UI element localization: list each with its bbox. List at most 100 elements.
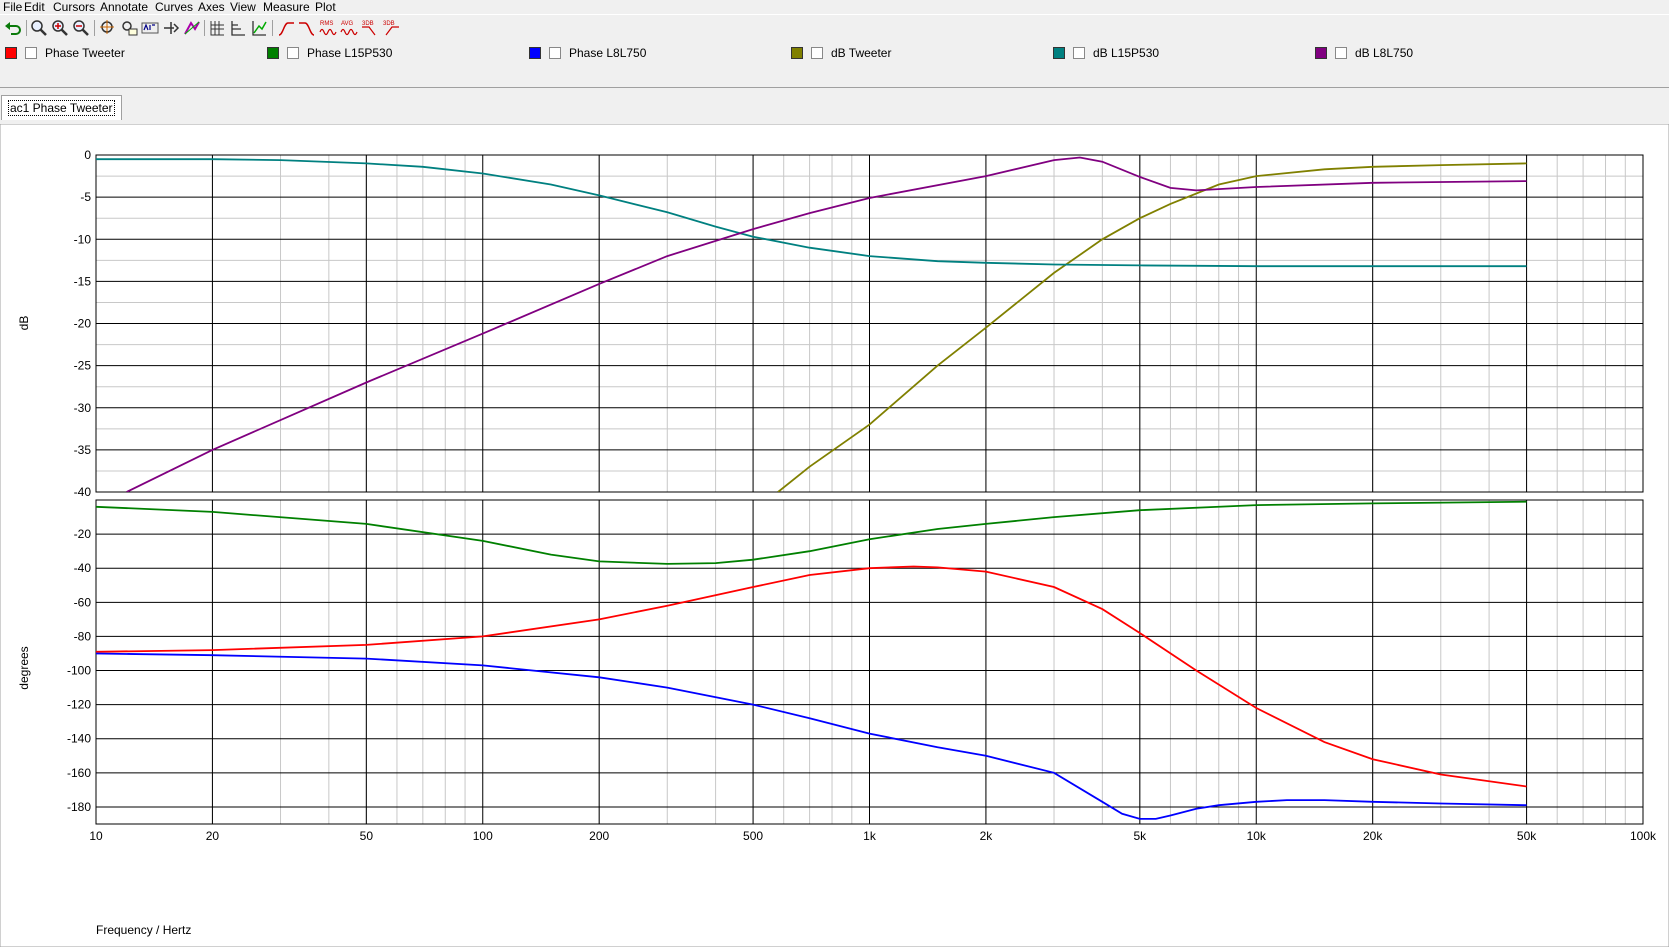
marker-icon[interactable]	[162, 19, 180, 37]
y-tick-label: -80	[74, 629, 92, 643]
avg-icon[interactable]: AVG	[340, 19, 358, 37]
y-tick-label: -40	[74, 561, 92, 575]
label-abc-icon[interactable]	[141, 19, 159, 37]
3db-label: 3DB	[362, 21, 374, 27]
x-tick-label: 10k	[1247, 829, 1267, 843]
x-tick-label: 500	[743, 829, 763, 843]
legend-swatch[interactable]	[791, 47, 803, 59]
series-line	[126, 156, 1527, 492]
y-tick-label: -180	[67, 800, 91, 814]
cursor-label-icon[interactable]	[120, 19, 138, 37]
legend-label: dB L8L750	[1355, 46, 1414, 60]
zoom-out-icon[interactable]	[72, 19, 90, 37]
db-panel[interactable]: 0 -5 -10 -15 -20 -25 -30 -35 -40	[74, 148, 1644, 499]
y-tick-label: -30	[74, 401, 92, 415]
grid-icon[interactable]	[208, 19, 226, 37]
plot-area[interactable]: 0 -5 -10 -15 -20 -25 -30 -35 -40 -20 -40 -60 -80 -10…	[0, 124, 1669, 947]
menu-file[interactable]: File	[3, 0, 23, 14]
panel-frame	[95, 154, 1644, 493]
y-tick-label: -120	[67, 698, 91, 712]
tab-label: ac1 Phase Tweeter	[8, 100, 115, 116]
legend-swatch[interactable]	[1053, 47, 1065, 59]
avg-label: AVG	[341, 21, 354, 27]
legend-checkbox[interactable]	[1335, 47, 1347, 59]
y-tick-label: -20	[74, 317, 92, 331]
y-tick-label: -15	[74, 274, 92, 288]
legend-swatch[interactable]	[1315, 47, 1327, 59]
menu-axes[interactable]: Axes	[198, 0, 225, 14]
rms-label: RMS	[320, 21, 333, 27]
series-line	[96, 500, 1527, 565]
legend-checkbox[interactable]	[1073, 47, 1085, 59]
x-tick-label: 100	[473, 829, 493, 843]
legend-bar: Phase Tweeter Phase L15P530 Phase L8L750…	[0, 41, 1669, 88]
menu-curves[interactable]: Curves	[155, 0, 194, 14]
x-tick-label: 10	[89, 829, 103, 843]
y-tick-label: -35	[74, 443, 92, 457]
x-tick-label: 1k	[863, 829, 877, 843]
undo-icon[interactable]	[4, 19, 22, 37]
y-tick-label: -140	[67, 732, 91, 746]
menu-cursors[interactable]: Cursors	[53, 0, 96, 14]
menu-edit[interactable]: Edit	[24, 0, 45, 14]
legend-label: Phase L8L750	[569, 46, 647, 60]
phase-axis-label: degrees	[17, 646, 31, 689]
lowpass-icon[interactable]	[298, 19, 316, 37]
tab-strip: ac1 Phase Tweeter	[0, 88, 1669, 124]
y-tick-label: -20	[74, 527, 92, 541]
axes-icon[interactable]	[229, 19, 247, 37]
legend-checkbox[interactable]	[25, 47, 37, 59]
series-line	[96, 565, 1527, 788]
menu-bar: File Edit Cursors Annotate Curves Axes V…	[0, 0, 1669, 14]
legend-label: dB L15P530	[1093, 46, 1160, 60]
legend-label: Phase L15P530	[307, 46, 393, 60]
legend-checkbox[interactable]	[811, 47, 823, 59]
legend-checkbox[interactable]	[549, 47, 561, 59]
series-line	[96, 158, 1527, 268]
x-tick-label: 20	[206, 829, 220, 843]
menu-plot[interactable]: Plot	[315, 0, 336, 14]
graph-tool-icon[interactable]	[250, 19, 268, 37]
x-tick-label: 20k	[1363, 829, 1383, 843]
zoom-in-icon[interactable]	[51, 19, 69, 37]
toolbar: RMS AVG 3DB 3DB	[0, 15, 1669, 41]
x-tick-label: 200	[589, 829, 609, 843]
legend-checkbox[interactable]	[287, 47, 299, 59]
phase-panel[interactable]: -20 -40 -60 -80 -100 -120 -140 -160 -180 10 20 50 10…	[67, 499, 1657, 843]
highpass-icon[interactable]	[277, 19, 295, 37]
x-tick-label: 5k	[1133, 829, 1147, 843]
y-tick-label: 0	[84, 148, 91, 162]
series-line	[96, 652, 1527, 820]
db-axis-label: dB	[17, 316, 31, 331]
menu-measure[interactable]: Measure	[263, 0, 310, 14]
y-tick-label: -160	[67, 766, 91, 780]
y-tick-label: -25	[74, 359, 92, 373]
rms-icon[interactable]: RMS	[319, 19, 337, 37]
legend-swatch[interactable]	[267, 47, 279, 59]
menu-annotate[interactable]: Annotate	[100, 0, 149, 14]
menu-view[interactable]: View	[230, 0, 256, 14]
cursor-icon[interactable]	[99, 19, 117, 37]
x-tick-label: 100k	[1630, 829, 1657, 843]
tab-ac1-phase-tweeter[interactable]: ac1 Phase Tweeter	[1, 95, 122, 120]
legend-label: dB Tweeter	[831, 46, 892, 60]
x-tick-label: 50k	[1517, 829, 1537, 843]
y-tick-label: -5	[80, 190, 91, 204]
zoom-fit-icon[interactable]	[30, 19, 48, 37]
3db-alt-icon[interactable]: 3DB	[382, 19, 400, 37]
y-tick-label: -100	[67, 664, 91, 678]
3db-icon[interactable]: 3DB	[361, 19, 379, 37]
x-tick-label: 2k	[980, 829, 994, 843]
x-tick-label: 50	[360, 829, 374, 843]
legend-swatch[interactable]	[529, 47, 541, 59]
frequency-axis-label: Frequency / Hertz	[96, 923, 191, 937]
series-line	[777, 162, 1527, 492]
legend-swatch[interactable]	[5, 47, 17, 59]
curves-edit-icon[interactable]	[183, 19, 201, 37]
y-tick-label: -10	[74, 232, 92, 246]
legend-label: Phase Tweeter	[45, 46, 125, 60]
panel-frame	[95, 499, 1644, 825]
y-tick-label: -40	[74, 485, 92, 499]
3db-alt-label: 3DB	[383, 21, 395, 27]
y-tick-label: -60	[74, 595, 92, 609]
